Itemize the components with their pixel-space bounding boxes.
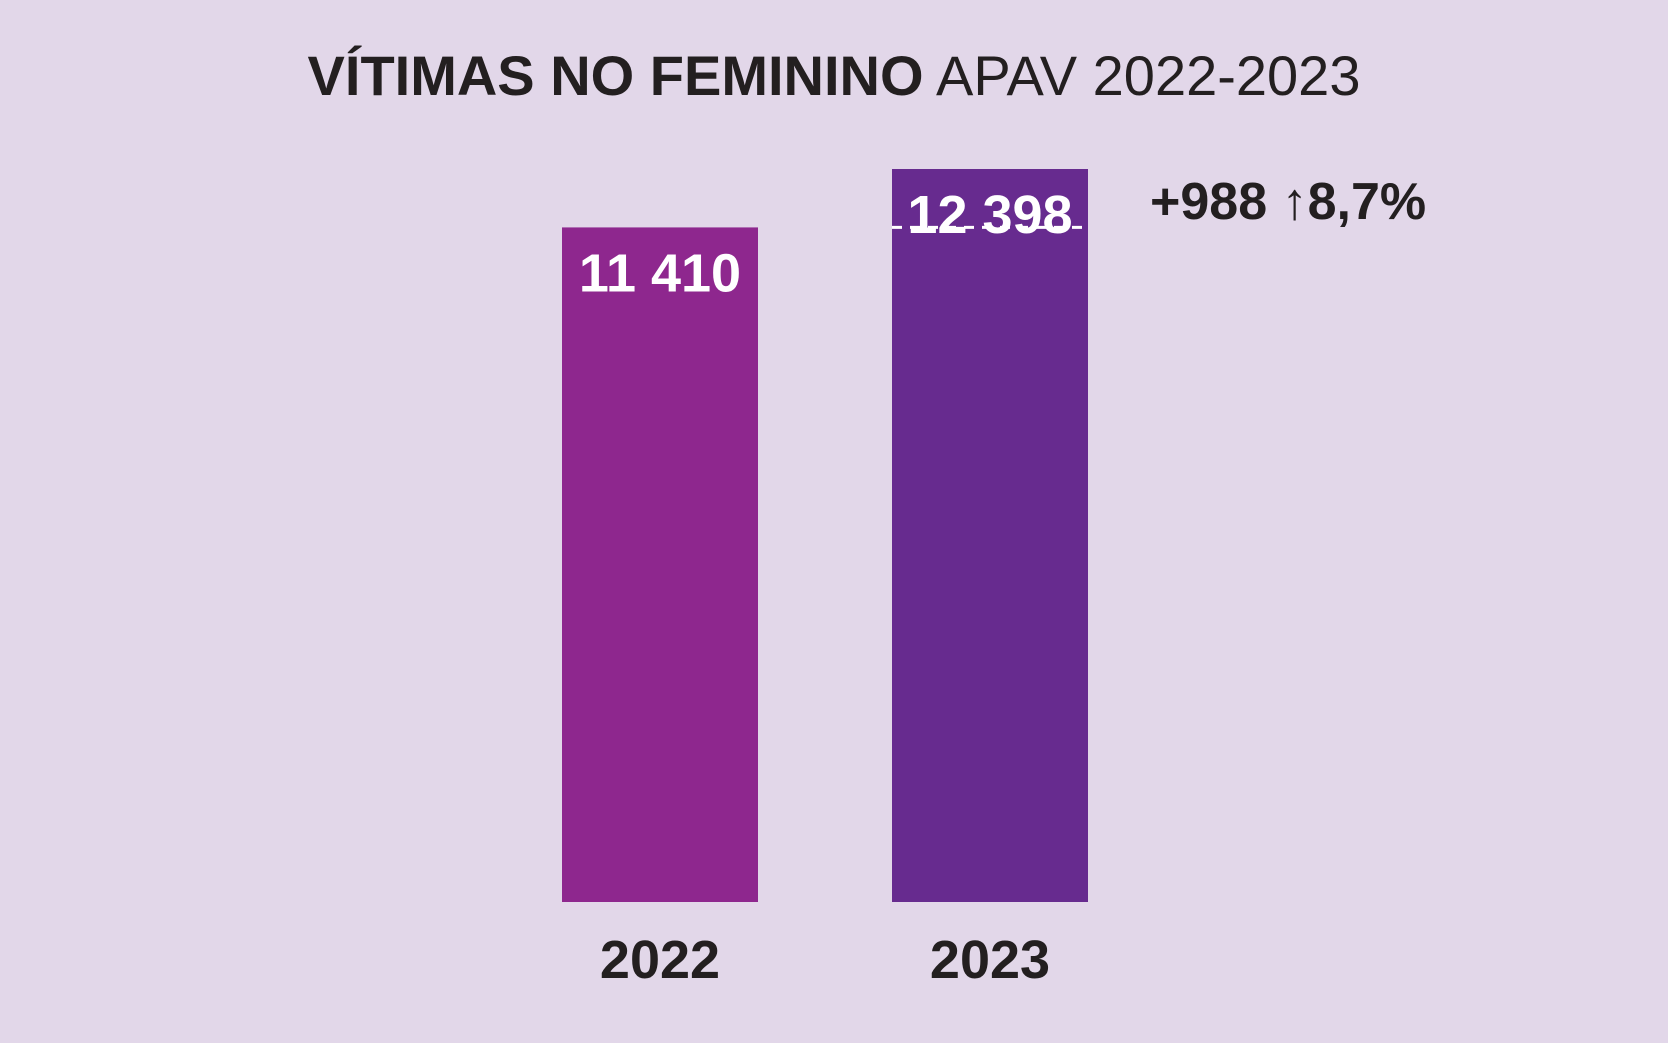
value-label-2022: 11 410 [579, 243, 741, 303]
category-label-2022: 2022 [600, 930, 720, 990]
title-bold-text: VÍTIMAS NO FEMININO [307, 44, 924, 107]
value-label-2023: 12 398 [907, 185, 1072, 245]
bar-2022 [562, 227, 758, 902]
chart-title: VÍTIMAS NO FEMININO APAV 2022-2023 [0, 36, 1668, 116]
growth-annotation: +988 ↑8,7% [1150, 173, 1426, 231]
bar-group [562, 169, 1088, 902]
bar-2023 [892, 169, 1088, 902]
category-label-2023: 2023 [930, 930, 1050, 990]
label-group: 11 410 2022 12 398 2023 +988 ↑8,7% [579, 173, 1426, 990]
title-light-text: APAV 2022-2023 [936, 44, 1361, 107]
